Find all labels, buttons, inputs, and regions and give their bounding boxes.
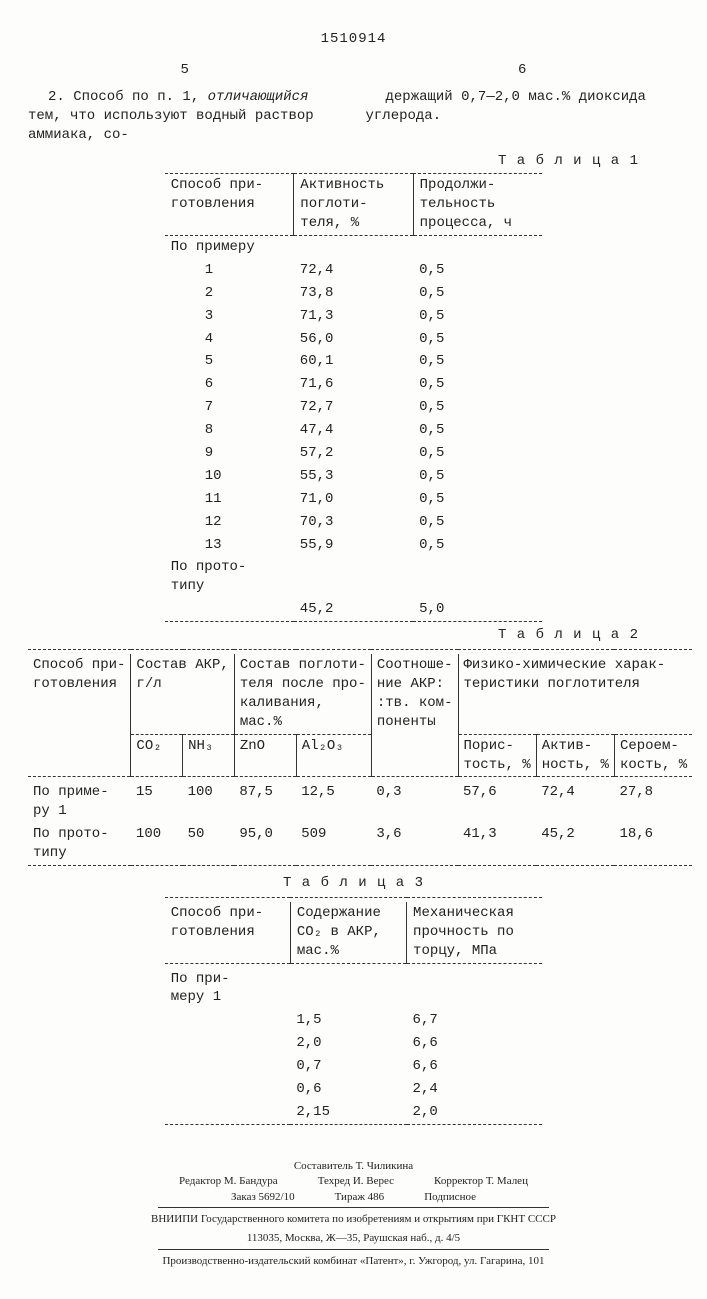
table-row: 671,60,5 [165, 373, 543, 396]
t2-sub-nh3: NH₃ [183, 734, 235, 777]
t1-proto-2: 5,0 [413, 598, 542, 621]
t1-section: По примеру [165, 236, 543, 259]
table3-label: Т а б л и ц а 3 [28, 874, 679, 893]
claim-right: держащий 0,7—2,0 мас.% диоксида углерода… [366, 88, 680, 145]
t1-h2: Продолжи- тельность процесса, ч [413, 174, 542, 235]
t2-h4: Физико-химические харак- теристики погло… [458, 654, 692, 734]
footer-corrector: Корректор Т. Малец [434, 1174, 528, 1189]
table-row: 0,76,6 [165, 1055, 543, 1078]
table-row: 1355,90,5 [165, 534, 543, 557]
table-row: 1171,00,5 [165, 488, 543, 511]
t2-sub-por: Порис- тость, % [458, 734, 536, 777]
col-left-num: 5 [28, 61, 342, 80]
table-row: 2,06,6 [165, 1032, 543, 1055]
table-row: 2,152,0 [165, 1101, 543, 1124]
t1-h1: Активность поглоти- теля, % [294, 174, 413, 235]
table2: Способ при- готовления Состав АКР, г/л С… [28, 649, 692, 870]
table-row: 560,10,5 [165, 350, 543, 373]
footer-editor: Редактор М. Бандура [179, 1174, 278, 1189]
t1-h0: Способ при- готовления [165, 174, 294, 235]
table-row: 1270,30,5 [165, 511, 543, 534]
column-markers: 5 6 [28, 61, 679, 80]
table-row: 1,56,7 [165, 1009, 543, 1032]
table-row: 1055,30,5 [165, 465, 543, 488]
t1-proto-1: 45,2 [294, 598, 413, 621]
footer-addr: 113035, Москва, Ж—35, Раушская наб., д. … [28, 1231, 679, 1246]
footer-printer: Производственно-издательский комбинат «П… [28, 1254, 679, 1269]
table1-label: Т а б л и ц а 1 [28, 152, 639, 171]
table2-label: Т а б л и ц а 2 [28, 626, 639, 645]
t2-sub-co2: CO₂ [131, 734, 183, 777]
t2-h1: Состав АКР, г/л [131, 654, 234, 734]
table3: Способ при- готовления Содержание CO₂ в … [165, 897, 543, 1129]
footer-techred: Техред И. Верес [318, 1174, 394, 1189]
table-row: По прото- типу1005095,05093,641,345,218,… [28, 823, 692, 865]
t2-h2: Состав поглоти- теля после про- каливани… [234, 654, 371, 734]
t3-section: По при- меру 1 [165, 968, 291, 1010]
footer: Составитель Т. Чиликина Редактор М. Банд… [28, 1159, 679, 1269]
t2-sub-act: Актив- ность, % [536, 734, 614, 777]
table-row: 456,00,5 [165, 328, 543, 351]
table-row: 172,40,5 [165, 259, 543, 282]
table-row: По приме- ру 11510087,512,50,357,672,427… [28, 781, 692, 823]
t2-h0: Способ при- готовления [28, 654, 131, 777]
table-row: 772,70,5 [165, 396, 543, 419]
footer-sign: Подписное [424, 1190, 476, 1205]
table-row: 957,20,5 [165, 442, 543, 465]
t1-proto-0 [165, 598, 294, 621]
footer-compiler: Составитель Т. Чиликина [28, 1159, 679, 1174]
table-row: 847,40,5 [165, 419, 543, 442]
claim-left: 2. Способ по п. 1, отличающийся тем, что… [28, 88, 342, 145]
t2-h3: Соотноше- ние АКР: :тв. ком- поненты [371, 654, 458, 777]
table1: Способ при- готовления Активность поглот… [165, 173, 543, 622]
claim-text: 2. Способ по п. 1, отличающийся тем, что… [28, 86, 679, 147]
table-row: 0,62,4 [165, 1078, 543, 1101]
document-number: 1510914 [28, 30, 679, 49]
t1-proto-label: По прото- типу [165, 556, 294, 598]
table-row: 273,80,5 [165, 282, 543, 305]
t2-sub-zno: ZnO [234, 734, 296, 777]
footer-org: ВНИИПИ Государственного комитета по изоб… [28, 1212, 679, 1227]
footer-order: Заказ 5692/10 [231, 1190, 295, 1205]
t3-h0: Способ при- готовления [165, 902, 291, 963]
t3-h1: Содержание CO₂ в АКР, мас.% [290, 902, 406, 963]
t2-sub-sero: Сероем- кость, % [614, 734, 692, 777]
table-row: 371,30,5 [165, 305, 543, 328]
footer-tirage: Тираж 486 [335, 1190, 385, 1205]
t2-sub-al2o3: Al₂O₃ [296, 734, 371, 777]
t3-h2: Механическая прочность по торцу, МПа [407, 902, 543, 963]
col-right-num: 6 [366, 61, 680, 80]
